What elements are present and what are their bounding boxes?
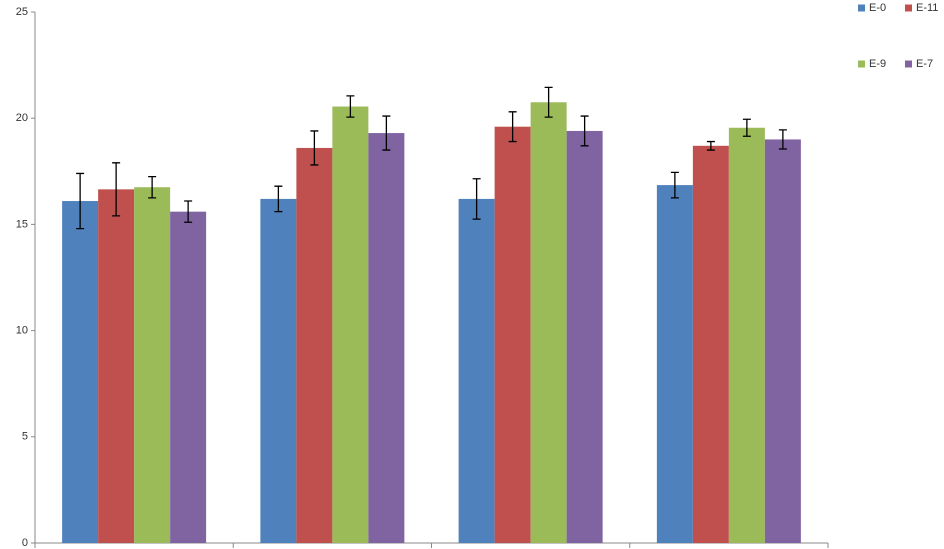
error-bar bbox=[706, 140, 715, 151]
y-tick-label: 25 bbox=[16, 6, 28, 18]
legend-label: E-9 bbox=[869, 58, 886, 70]
error-bar bbox=[112, 162, 121, 217]
y-tick-label: 15 bbox=[16, 218, 28, 230]
y-tick-label: 10 bbox=[16, 325, 28, 337]
error-bar bbox=[472, 178, 481, 220]
error-bar bbox=[346, 95, 355, 118]
error-bar bbox=[382, 115, 391, 151]
error-bar bbox=[76, 172, 85, 230]
bar bbox=[332, 106, 369, 543]
error-bar bbox=[670, 171, 679, 199]
error-bar bbox=[148, 175, 157, 199]
bar bbox=[692, 145, 729, 543]
bar bbox=[170, 211, 207, 543]
bar bbox=[764, 139, 801, 543]
bar bbox=[566, 130, 603, 543]
y-tick-label: 0 bbox=[22, 537, 28, 549]
legend-swatch bbox=[858, 4, 865, 12]
y-tick-label: 5 bbox=[22, 431, 28, 443]
bar bbox=[530, 102, 567, 544]
bar bbox=[98, 189, 135, 543]
bar bbox=[368, 133, 405, 543]
error-bar bbox=[184, 200, 193, 223]
error-bar bbox=[580, 115, 589, 147]
legend-swatch bbox=[905, 60, 912, 68]
error-bar bbox=[778, 129, 787, 150]
y-tick-label: 20 bbox=[16, 112, 28, 124]
bar bbox=[656, 185, 693, 543]
legend-swatch bbox=[858, 60, 865, 68]
legend-label: E-0 bbox=[869, 2, 886, 14]
error-bar bbox=[544, 86, 553, 118]
bar bbox=[62, 201, 99, 543]
legend-label: E-7 bbox=[916, 58, 933, 70]
error-bar bbox=[274, 185, 283, 213]
error-bar bbox=[310, 130, 319, 166]
error-bar bbox=[508, 111, 517, 143]
legend-label: E-11 bbox=[916, 2, 938, 14]
bar bbox=[458, 198, 495, 544]
bar bbox=[494, 126, 531, 544]
bar bbox=[260, 198, 297, 544]
bar bbox=[134, 187, 171, 544]
error-bar bbox=[742, 118, 751, 137]
bar bbox=[296, 147, 333, 543]
legend-swatch bbox=[905, 4, 912, 12]
bar bbox=[728, 127, 765, 544]
